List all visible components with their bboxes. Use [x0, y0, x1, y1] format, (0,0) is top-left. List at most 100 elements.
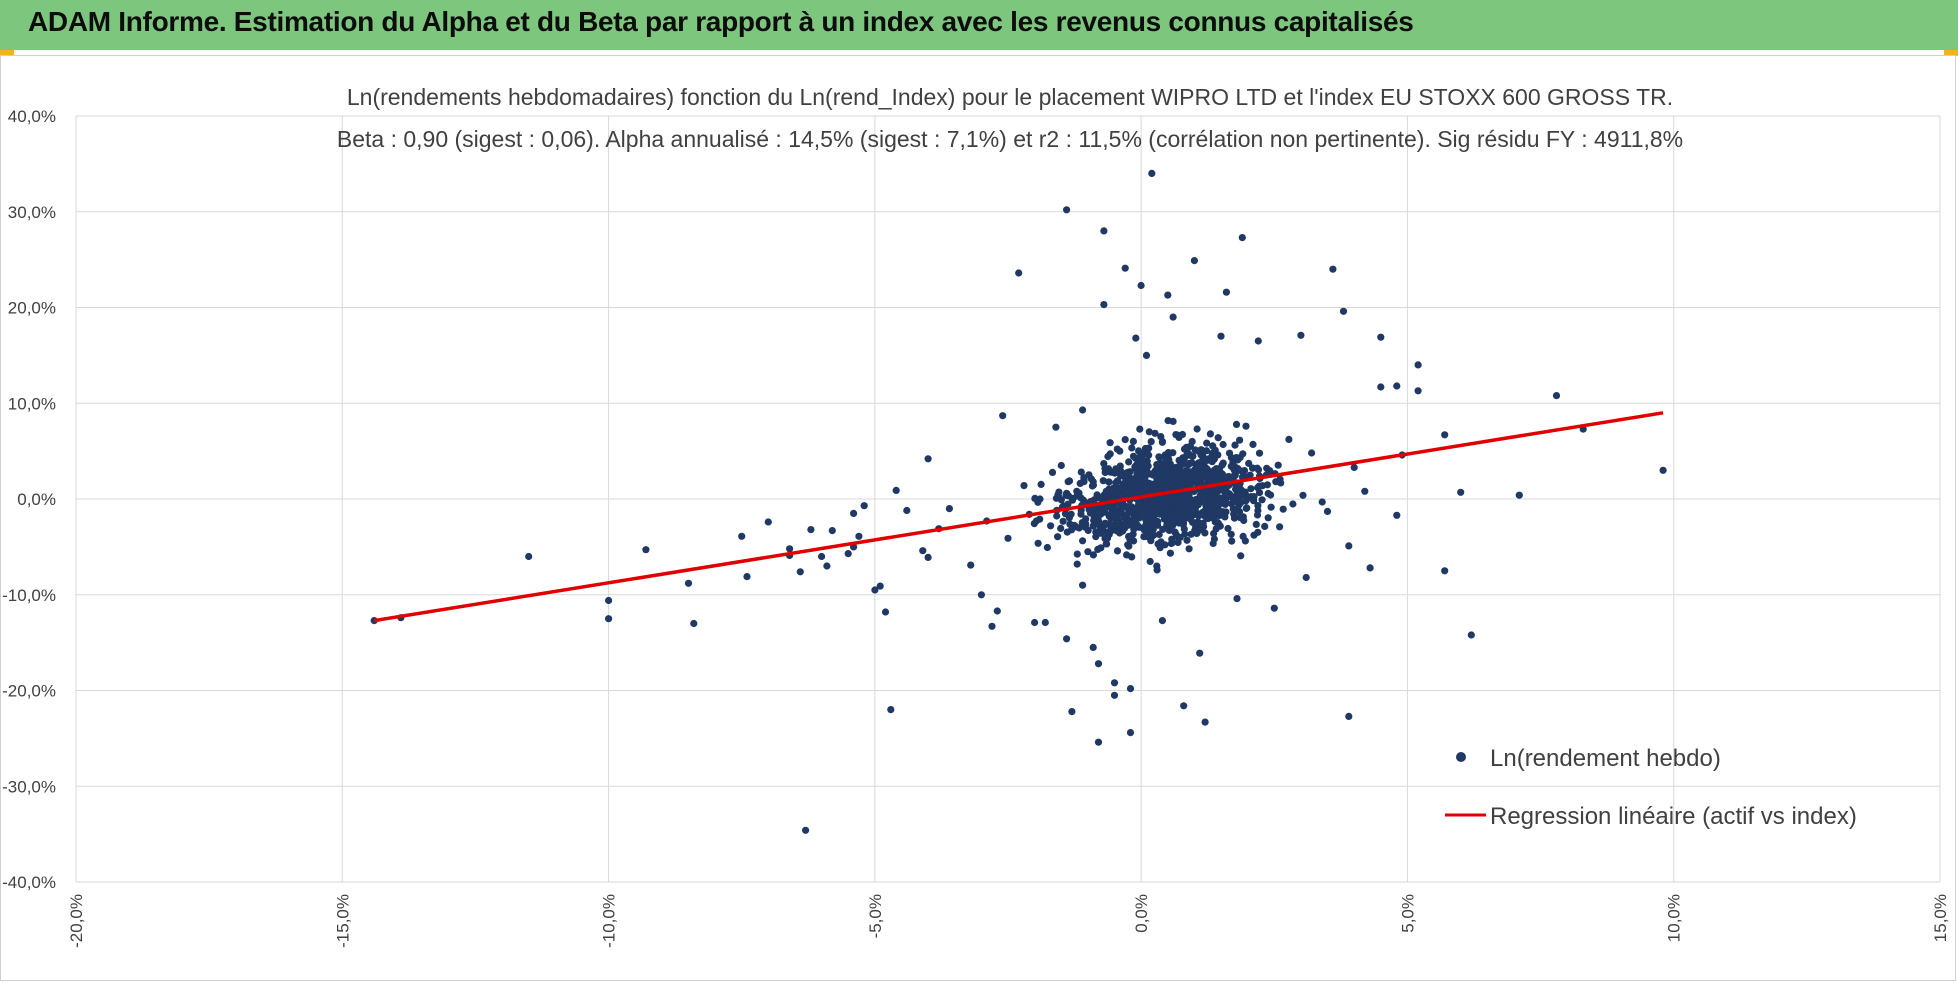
y-tick-label: -10,0%: [2, 586, 56, 605]
data-point: [1101, 519, 1110, 527]
data-point: [844, 550, 852, 558]
data-point: [1414, 361, 1422, 369]
data-point: [1125, 458, 1133, 466]
data-point: [1142, 532, 1150, 541]
data-point: [1155, 530, 1163, 539]
data-point: [1079, 537, 1087, 545]
data-point: [1179, 521, 1187, 529]
data-point: [1137, 512, 1145, 520]
y-tick-label: -20,0%: [2, 682, 56, 701]
data-point: [1106, 439, 1114, 447]
data-point: [1107, 510, 1115, 518]
data-point: [1212, 465, 1220, 473]
data-point: [1377, 383, 1385, 391]
data-point: [1182, 510, 1190, 518]
data-point: [903, 506, 911, 515]
y-tick-label: 0,0%: [17, 490, 56, 509]
data-point: [1345, 542, 1353, 550]
data-point: [1236, 436, 1244, 444]
data-point: [1158, 502, 1166, 510]
data-point: [605, 615, 613, 623]
data-point: [1199, 519, 1207, 527]
x-tick-label: -20,0%: [67, 894, 86, 948]
data-point: [1161, 483, 1169, 491]
data-point: [1123, 551, 1131, 559]
data-point: [1515, 491, 1523, 499]
data-point: [1194, 501, 1202, 509]
data-point: [919, 547, 927, 555]
data-point: [1153, 461, 1161, 469]
data-point: [1350, 463, 1358, 471]
data-point: [1015, 269, 1023, 277]
data-point: [1053, 512, 1061, 520]
data-point: [1258, 496, 1266, 504]
data-point: [1103, 534, 1112, 542]
data-point: [1234, 498, 1242, 506]
data-point: [1323, 507, 1332, 515]
x-tick-label: 0,0%: [1132, 894, 1151, 933]
data-point: [738, 532, 746, 540]
data-point: [1146, 528, 1155, 536]
data-point: [1201, 718, 1209, 726]
data-point: [1377, 333, 1385, 341]
data-point: [1252, 520, 1260, 529]
data-point: [1211, 446, 1219, 454]
data-point: [1308, 449, 1316, 457]
x-axis-ticks: -20,0% -15,0% -10,0% -5,0% 0,0% 5,0% 10,0% 15,0…: [67, 894, 1950, 948]
data-point: [1254, 528, 1262, 536]
data-point: [1197, 463, 1205, 472]
data-point: [1152, 472, 1160, 480]
data-point: [1414, 387, 1422, 395]
data-point: [1133, 521, 1141, 529]
data-point: [1213, 518, 1221, 526]
data-point: [1105, 478, 1113, 486]
data-point: [1209, 539, 1217, 548]
data-point: [1231, 441, 1239, 449]
data-point: [1267, 503, 1275, 511]
data-point: [1339, 307, 1348, 315]
data-point: [1254, 506, 1262, 515]
data-point: [1102, 540, 1110, 548]
data-point: [1195, 512, 1203, 520]
data-point: [1237, 552, 1245, 560]
data-point: [1100, 301, 1108, 309]
data-point: [1249, 440, 1257, 448]
data-point: [1185, 545, 1193, 553]
data-point: [1191, 446, 1199, 454]
data-point: [1169, 313, 1177, 321]
data-point: [1087, 475, 1095, 483]
data-point: [1100, 460, 1108, 468]
data-point: [1184, 494, 1193, 502]
data-point: [1219, 460, 1227, 468]
data-point: [977, 591, 986, 599]
data-point: [1092, 528, 1100, 536]
data-point: [1112, 510, 1120, 519]
data-point: [1055, 488, 1063, 496]
data-point: [1227, 454, 1235, 462]
data-point: [1210, 455, 1218, 463]
data-point: [642, 546, 650, 554]
data-point: [1174, 463, 1183, 471]
data-point: [1174, 482, 1182, 490]
data-point: [823, 562, 831, 570]
data-point: [1204, 470, 1212, 478]
data-point: [1254, 337, 1262, 345]
data-point: [1201, 529, 1209, 537]
data-point: [1196, 492, 1204, 500]
data-point: [1144, 503, 1152, 511]
data-point: [999, 412, 1007, 420]
data-point: [1361, 487, 1369, 495]
data-point: [1145, 444, 1153, 452]
data-point: [828, 527, 836, 535]
data-point: [1061, 510, 1070, 518]
data-point: [1142, 351, 1151, 359]
data-point: [1068, 708, 1076, 716]
data-point: [1151, 429, 1159, 437]
data-point: [525, 552, 533, 561]
data-point: [1228, 537, 1236, 545]
regression-line: [373, 411, 1664, 623]
data-point: [1206, 430, 1214, 438]
data-point: [1110, 484, 1118, 492]
data-point: [1255, 449, 1264, 457]
